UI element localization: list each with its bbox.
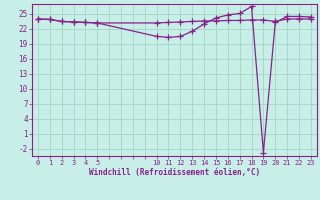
X-axis label: Windchill (Refroidissement éolien,°C): Windchill (Refroidissement éolien,°C) xyxy=(89,168,260,177)
